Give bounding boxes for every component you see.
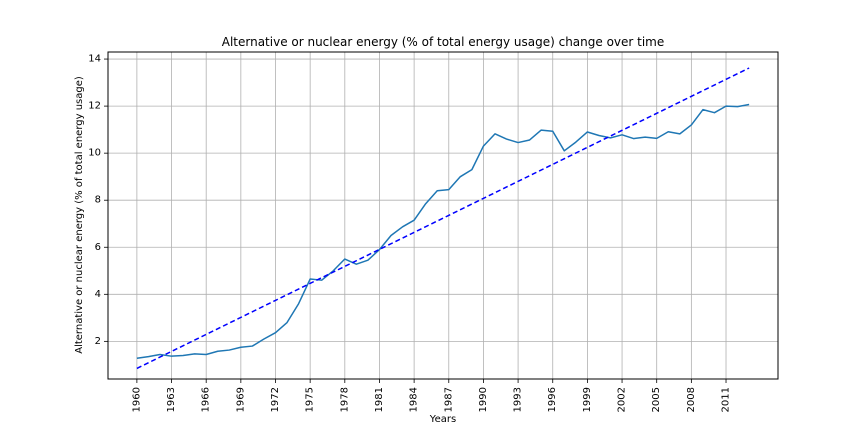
x-tick-label-1990: 1990 — [478, 387, 489, 412]
x-tick-label-1969: 1969 — [235, 387, 246, 412]
x-tick-label-1978: 1978 — [339, 387, 350, 412]
x-tick-label-1999: 1999 — [582, 387, 593, 412]
y-tick-label-10: 10 — [88, 148, 101, 159]
x-tick-label-1975: 1975 — [305, 387, 316, 412]
x-tick-label-1996: 1996 — [547, 387, 558, 412]
x-tick-label-2002: 2002 — [617, 387, 628, 412]
y-axis-label: Alternative or nuclear energy (% of tota… — [74, 76, 85, 354]
x-tick-label-1972: 1972 — [270, 387, 281, 412]
y-tick-label-12: 12 — [88, 101, 101, 112]
grid — [108, 52, 778, 379]
series-layer — [136, 67, 750, 370]
y-tick-label-4: 4 — [95, 289, 101, 300]
series-line-trend — [136, 67, 750, 370]
y-tick-label-2: 2 — [95, 336, 101, 347]
x-tick-label-1993: 1993 — [513, 387, 524, 412]
y-tick-label-6: 6 — [95, 242, 101, 253]
x-axis: 1960 1963 1966 1969 1972 1975 1978 1981 1984 1987… — [131, 379, 732, 412]
y-tick-label-8: 8 — [95, 195, 101, 206]
x-tick-label-2005: 2005 — [651, 387, 662, 412]
y-tick-label-14: 14 — [88, 54, 101, 65]
y-axis: 2 4 6 8 10 12 14 — [88, 54, 108, 347]
x-axis-label: Years — [429, 414, 456, 425]
x-tick-label-2011: 2011 — [721, 387, 732, 412]
x-tick-label-1963: 1963 — [166, 387, 177, 412]
x-tick-label-2008: 2008 — [686, 387, 697, 412]
x-tick-label-1981: 1981 — [374, 387, 385, 412]
x-tick-label-1984: 1984 — [409, 387, 420, 412]
x-tick-label-1966: 1966 — [201, 387, 212, 412]
series-line-actual — [136, 103, 750, 360]
chart-title: Alternative or nuclear energy (% of tota… — [222, 35, 665, 49]
x-tick-label-1960: 1960 — [131, 387, 142, 412]
x-tick-label-1987: 1987 — [443, 387, 454, 412]
plot-frame — [107, 51, 779, 380]
